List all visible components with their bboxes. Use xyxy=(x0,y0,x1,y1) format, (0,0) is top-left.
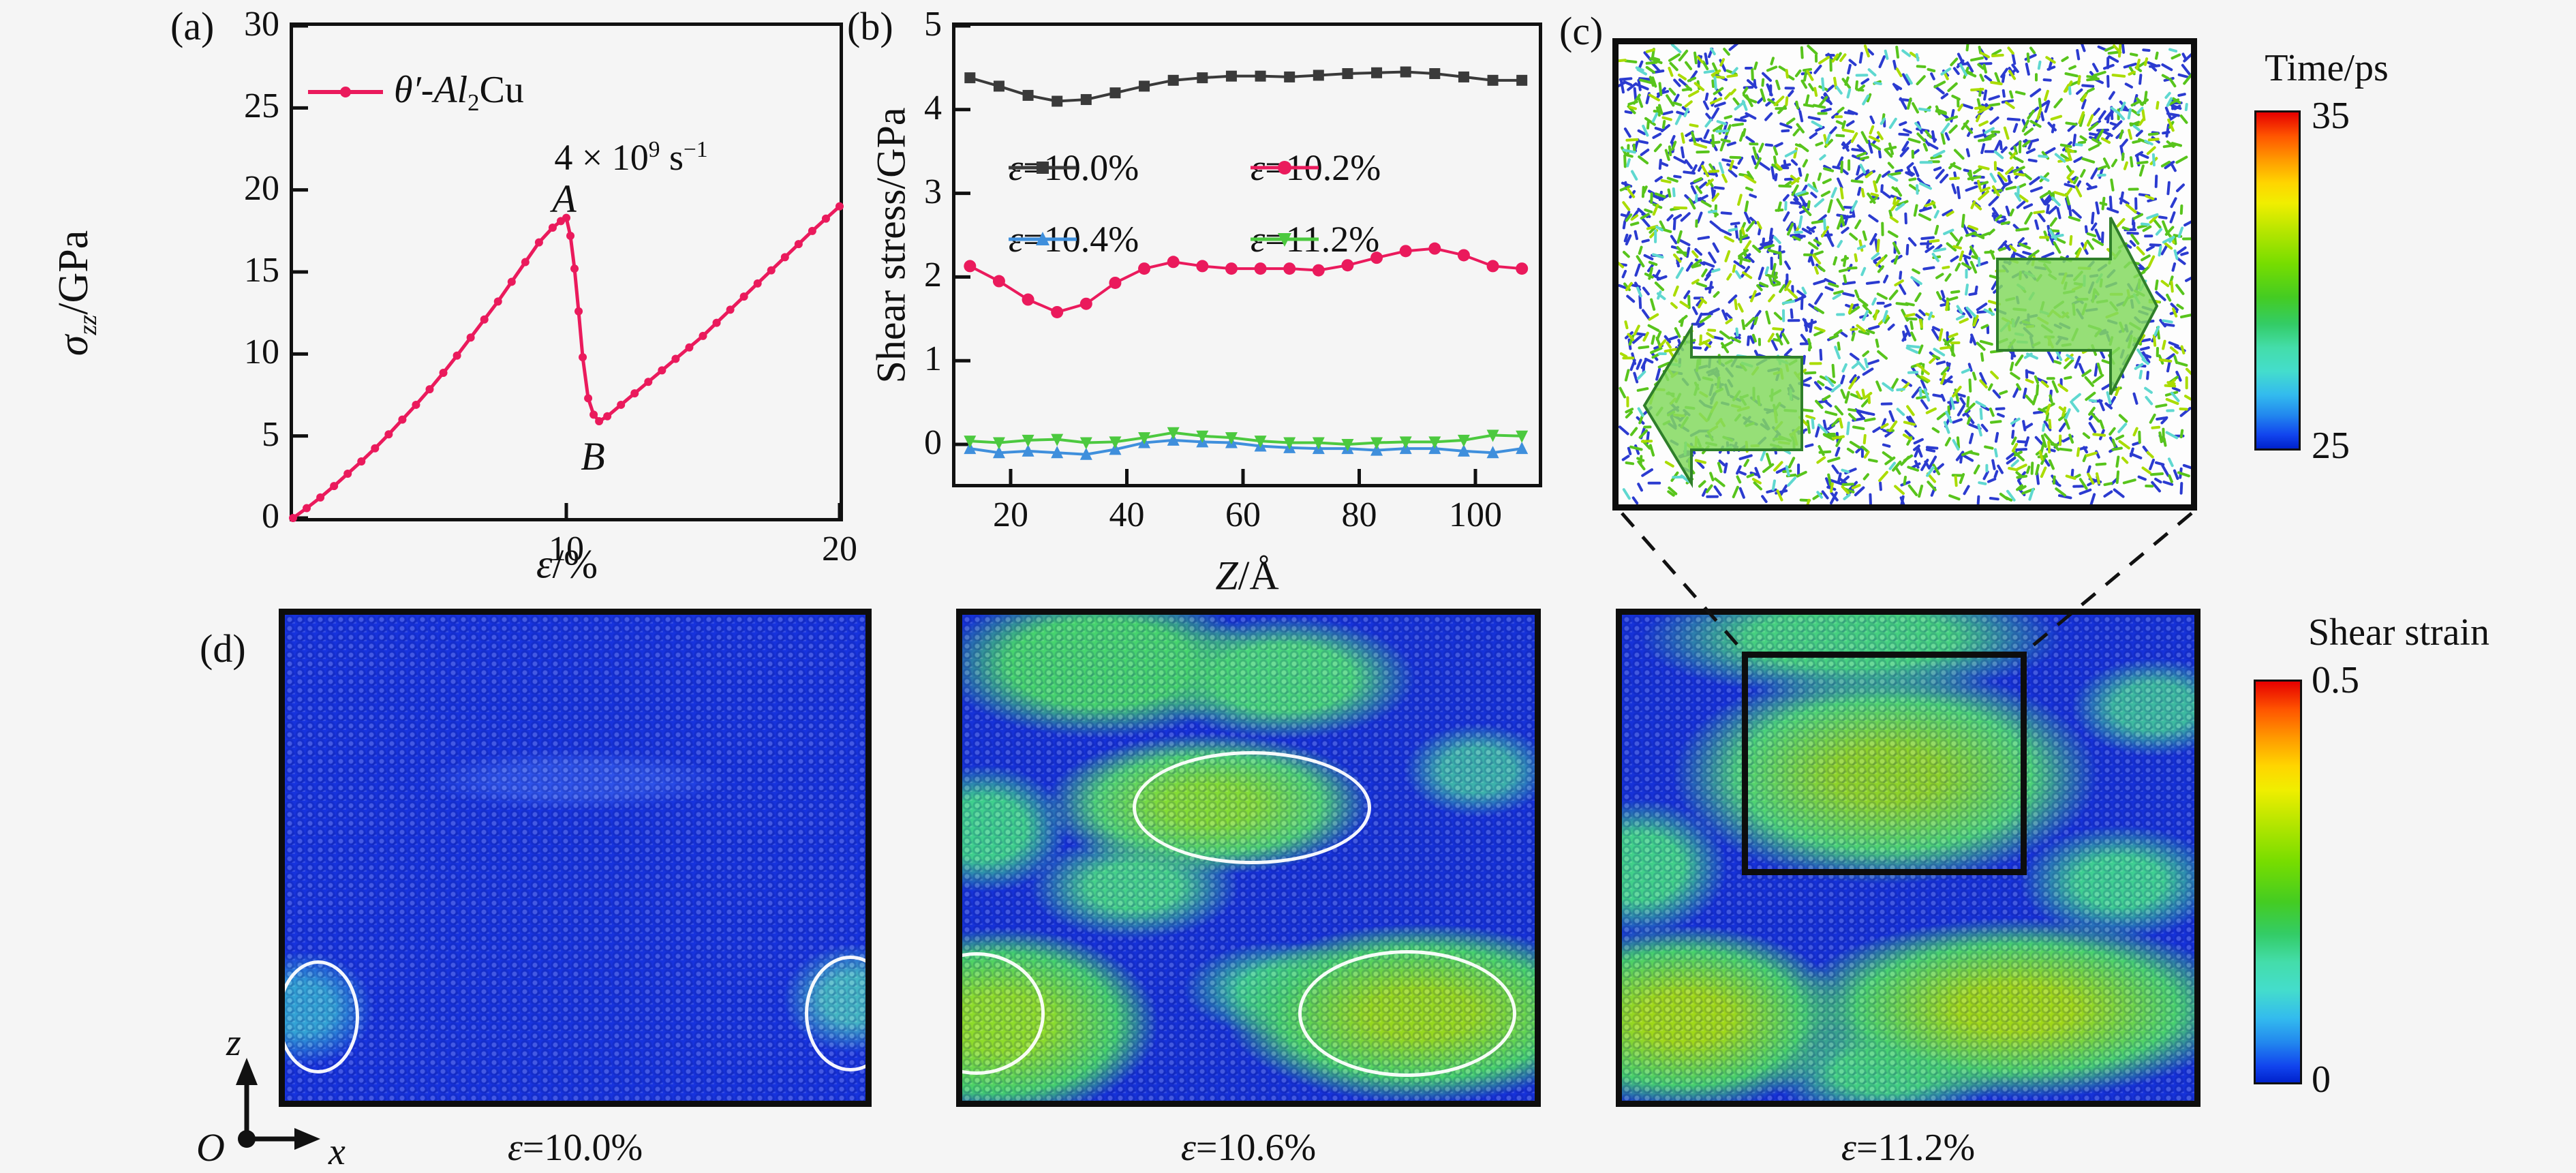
panel-d-label: (d) xyxy=(200,626,246,671)
panel-c-vector-field xyxy=(1612,38,2197,511)
legend-marker-triangle-down-icon xyxy=(1251,233,1319,247)
axis-z-label: z xyxy=(226,1022,241,1064)
panel-b-y-tick: 1 xyxy=(924,339,942,379)
panel-b-x-tick: 60 xyxy=(1225,496,1261,534)
panel-b-y-tick: 2 xyxy=(924,256,942,295)
panel-a-x-tick: 20 xyxy=(822,530,857,568)
shear-strain-colorbar-max: 0.5 xyxy=(2312,659,2359,701)
highlight-ellipse xyxy=(1298,950,1516,1077)
caption-e10-6: ε=10.6% xyxy=(1180,1127,1317,1169)
displacement-quiver xyxy=(1619,44,2191,504)
point-label-A: A xyxy=(552,177,577,221)
panel-b-x-axis-label: Z/Å xyxy=(1215,553,1279,598)
shear-strain-colorbar xyxy=(2254,680,2302,1084)
point-label-B: B xyxy=(581,434,605,478)
time-colorbar-title: Time/ps xyxy=(2265,47,2389,89)
panel-a-y-tick: 25 xyxy=(244,87,279,126)
time-colorbar-max: 35 xyxy=(2312,95,2350,137)
panel-a-y-tick: 0 xyxy=(262,497,279,536)
snapshot-e10-0 xyxy=(279,609,872,1107)
legend-marker-triangle-up-icon xyxy=(1009,232,1077,245)
panel-a-label: (a) xyxy=(170,4,215,48)
panel-b-y-tick: 5 xyxy=(924,5,942,44)
atom-texture xyxy=(285,615,865,1101)
panel-b-y-tick: 3 xyxy=(924,172,942,211)
panel-b-x-tick: 20 xyxy=(992,496,1028,534)
shear-arrow-right-icon xyxy=(1996,217,2159,395)
panel-c-label: (c) xyxy=(1559,9,1604,53)
panel-a-legend-marker-icon xyxy=(308,87,383,97)
highlight-ellipse xyxy=(805,956,865,1071)
panel-a-y-tick: 15 xyxy=(244,251,279,290)
panel-a-chart xyxy=(289,24,844,522)
legend-item-e11-2: ε=11.2% xyxy=(1251,219,1380,260)
panel-a-y-tick: 10 xyxy=(244,333,279,372)
zoom-inset-rectangle xyxy=(1742,652,2027,875)
caption-e10-0: ε=10.0% xyxy=(507,1127,643,1169)
panel-a-legend-label: θ′-Al2Cu xyxy=(394,69,524,117)
legend-item-e10-2: ε=10.2% xyxy=(1251,147,1381,188)
panel-b-x-tick: 40 xyxy=(1109,496,1145,534)
panel-b-y-tick: 4 xyxy=(924,88,942,127)
panel-b-chart xyxy=(955,24,1529,484)
axis-x-label: x xyxy=(328,1131,346,1173)
panel-a-y-tick: 20 xyxy=(244,168,279,208)
legend-item-e10-4: ε=10.4% xyxy=(1009,219,1139,260)
panel-a-y-tick: 30 xyxy=(244,5,279,44)
shear-strain-colorbar-min: 0 xyxy=(2312,1058,2331,1101)
highlight-ellipse xyxy=(1133,751,1371,864)
legend-marker-square-icon xyxy=(1009,162,1077,174)
panel-b-x-tick: 80 xyxy=(1341,496,1377,534)
highlight-ellipse xyxy=(962,952,1045,1075)
shear-arrow-left-icon xyxy=(1642,322,1803,489)
snapshot-e11-2 xyxy=(1616,609,2201,1107)
panel-a-y-tick: 5 xyxy=(262,414,279,454)
shear-strain-colorbar-title: Shear strain xyxy=(2308,611,2489,654)
snapshot-e10-6 xyxy=(956,609,1541,1107)
highlight-ellipse xyxy=(285,960,359,1073)
panel-b-x-tick: 100 xyxy=(1448,496,1502,534)
panel-a-plotbox xyxy=(290,22,843,521)
panel-a-x-tick: 10 xyxy=(549,530,584,568)
panel-b-label: (b) xyxy=(847,4,893,48)
panel-a-y-axis-label: σzz/GPa xyxy=(50,230,103,356)
axis-origin-label: O xyxy=(196,1125,225,1170)
caption-e11-2: ε=11.2% xyxy=(1841,1127,1976,1169)
time-colorbar xyxy=(2254,110,2301,451)
strain-rate-annotation: 4 × 109 s−1 xyxy=(554,137,708,178)
legend-item-e10-0: ε=10.0% xyxy=(1009,147,1139,188)
legend-marker-circle-icon xyxy=(1251,161,1319,174)
time-colorbar-min: 25 xyxy=(2312,425,2350,467)
panel-b-y-tick: 0 xyxy=(924,423,942,462)
panel-a-x-axis-label: ε/% xyxy=(536,541,598,587)
